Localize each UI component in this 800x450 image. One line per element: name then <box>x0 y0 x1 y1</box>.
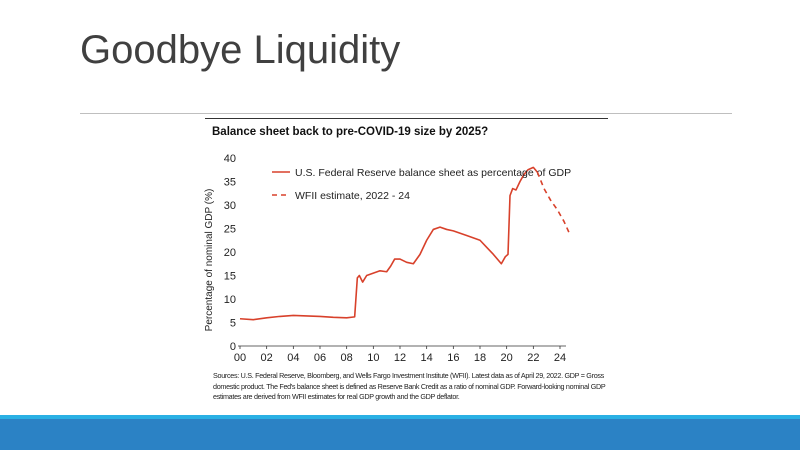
x-tick-label: 10 <box>367 352 379 364</box>
x-tick-label: 04 <box>287 352 299 364</box>
x-tick-label: 02 <box>261 352 273 364</box>
y-tick-label: 30 <box>224 200 236 212</box>
x-tick-label: 20 <box>501 352 513 364</box>
chart-title: Balance sheet back to pre-COVID-19 size … <box>212 126 489 138</box>
y-tick-label: 25 <box>224 224 236 236</box>
x-tick-label: 18 <box>474 352 486 364</box>
title-divider <box>80 113 732 114</box>
y-tick-label: 15 <box>224 271 236 283</box>
x-tick-label: 00 <box>234 352 246 364</box>
x-tick-label: 14 <box>421 352 433 364</box>
y-tick-label: 20 <box>224 247 236 259</box>
chart-top-rule <box>205 118 608 119</box>
x-tick-label: 24 <box>554 352 566 364</box>
x-tick-label: 12 <box>394 352 406 364</box>
x-tick-label: 16 <box>447 352 459 364</box>
chart-footnote: Sources: U.S. Federal Reserve, Bloomberg… <box>213 371 606 401</box>
footer-band <box>0 419 800 450</box>
x-tick-label: 22 <box>527 352 539 364</box>
slide-title: Goodbye Liquidity <box>80 28 401 72</box>
x-tick-label: 08 <box>341 352 353 364</box>
y-tick-label: 0 <box>230 341 236 353</box>
legend-label: U.S. Federal Reserve balance sheet as pe… <box>295 167 571 179</box>
legend-label: WFII estimate, 2022 - 24 <box>295 190 410 202</box>
y-tick-label: 10 <box>224 294 236 306</box>
y-tick-label: 5 <box>230 318 236 330</box>
y-axis-label: Percentage of nominal GDP (%) <box>204 189 215 332</box>
y-tick-label: 40 <box>224 153 236 165</box>
footer-accent-band <box>0 415 800 419</box>
y-tick-label: 35 <box>224 177 236 189</box>
x-tick-label: 06 <box>314 352 326 364</box>
line-chart: 0 5 10 15 20 25 30 35 40 00 02 04 06 08 10 12 14 16 18 20 22… <box>204 153 571 364</box>
series-line-wfii-estimate <box>536 171 571 234</box>
series-line-fed-balance-sheet <box>239 166 538 321</box>
